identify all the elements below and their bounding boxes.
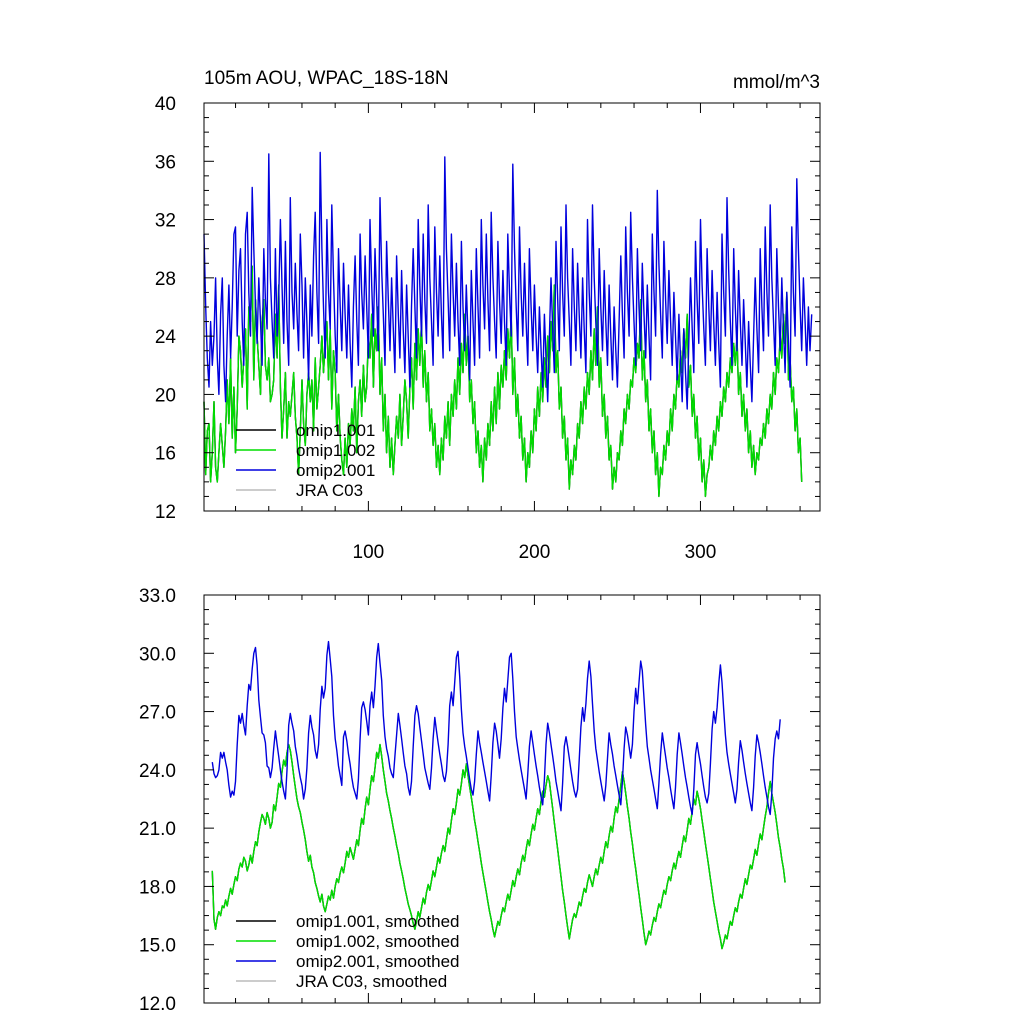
legend-label: omip1.001, smoothed — [296, 912, 460, 931]
plot-frame — [203, 594, 821, 1004]
y-tick-label: 40 — [155, 94, 176, 115]
y-tick-label: 36 — [155, 152, 176, 173]
y-tick-label: 15.0 — [139, 936, 176, 957]
y-tick-label: 27.0 — [139, 703, 176, 724]
y-tick-label: 12.0 — [139, 994, 176, 1015]
legend-label: omip2.001 — [296, 461, 375, 480]
legend-label: JRA C03 — [296, 481, 363, 500]
chart-title: 105m AOU, WPAC_18S-18N — [204, 68, 449, 89]
x-tick-label: 100 — [353, 542, 385, 563]
series-line — [211, 640, 781, 816]
series-group — [211, 640, 786, 950]
y-tick-label: 24 — [155, 327, 177, 348]
y-tick-label: 28 — [155, 269, 176, 290]
y-tick-label: 33.0 — [139, 586, 176, 607]
y-tick-label: 30.0 — [139, 644, 176, 665]
y-tick-label: 20 — [155, 385, 176, 406]
legend-label: omip2.001, smoothed — [296, 952, 460, 971]
y-tick-label: 32 — [155, 211, 176, 232]
bottom-panel: 12.0 15.0 18.0 21.0 24.0 27.0 30.0 33.0 omip1.0… — [139, 586, 821, 1015]
series-line — [203, 265, 803, 498]
legend-label: omip1.002, smoothed — [296, 932, 460, 951]
y-tick-label: 12 — [155, 502, 176, 523]
y-tick-label: 18.0 — [139, 877, 176, 898]
legend-label: omip1.001 — [296, 421, 375, 440]
tick-group: 12 16 20 24 28 32 36 40 100 200 300 — [155, 94, 820, 563]
y-tick-label: 16 — [155, 444, 176, 465]
legend-label: omip1.002 — [296, 441, 375, 460]
tick-group: 12.0 15.0 18.0 21.0 24.0 27.0 30.0 33.0 — [139, 586, 820, 1015]
series-line — [211, 743, 786, 950]
y-tick-label: 24.0 — [139, 761, 176, 782]
x-tick-label: 200 — [519, 542, 551, 563]
legend-label: JRA C03, smoothed — [296, 972, 447, 991]
top-panel: 105m AOU, WPAC_18S-18N mmol/m^3 12 16 20 24… — [155, 68, 821, 563]
units-label: mmol/m^3 — [733, 72, 820, 93]
series-group — [203, 151, 813, 498]
series-line — [203, 151, 813, 410]
x-tick-label: 300 — [685, 542, 717, 563]
plot-frame — [203, 102, 821, 512]
y-tick-label: 21.0 — [139, 819, 176, 840]
